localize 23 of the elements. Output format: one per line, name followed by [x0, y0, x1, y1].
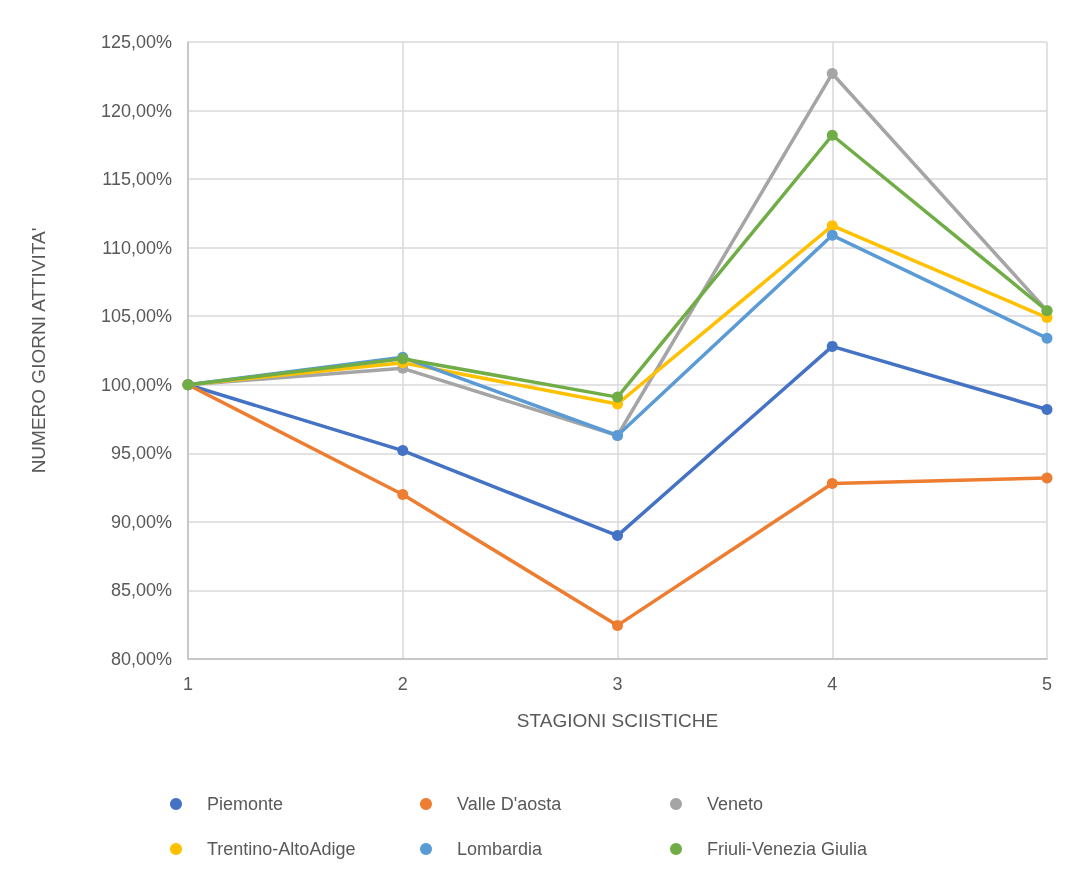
legend-label: Lombardia — [457, 839, 544, 859]
y-tick-label: 105,00% — [100, 306, 172, 327]
legend-label: Trentino-AltoAdige — [207, 839, 356, 859]
y-tick-label: 80,00% — [110, 649, 172, 669]
y-tick-label: 125,00% — [100, 32, 172, 52]
y-axis-title: NUMERO GIORNI ATTIVITA' — [28, 227, 49, 474]
y-tick-label: 120,00% — [100, 100, 172, 121]
x-tick-label: 3 — [612, 674, 623, 694]
legend-label: Friuli-Venezia Giulia — [707, 839, 869, 859]
y-tick-label: 85,00% — [110, 580, 172, 601]
x-tick-label: 2 — [397, 674, 408, 694]
y-tick-label: 100,00% — [100, 374, 172, 395]
legend-label: Valle D'aosta — [457, 794, 563, 814]
x-axis-title: STAGIONI SCIISTICHE — [516, 710, 719, 731]
x-tick-label: 5 — [1041, 674, 1053, 694]
legend-label: Piemonte — [207, 794, 284, 814]
x-tick-label: 1 — [182, 674, 194, 694]
y-tick-label: 95,00% — [110, 443, 172, 464]
y-tick-label: 110,00% — [102, 237, 172, 258]
y-tick-label: 90,00% — [110, 511, 172, 532]
x-tick-label: 4 — [827, 674, 838, 694]
legend-label: Veneto — [707, 794, 764, 814]
y-tick-label: 115,00% — [102, 169, 172, 190]
